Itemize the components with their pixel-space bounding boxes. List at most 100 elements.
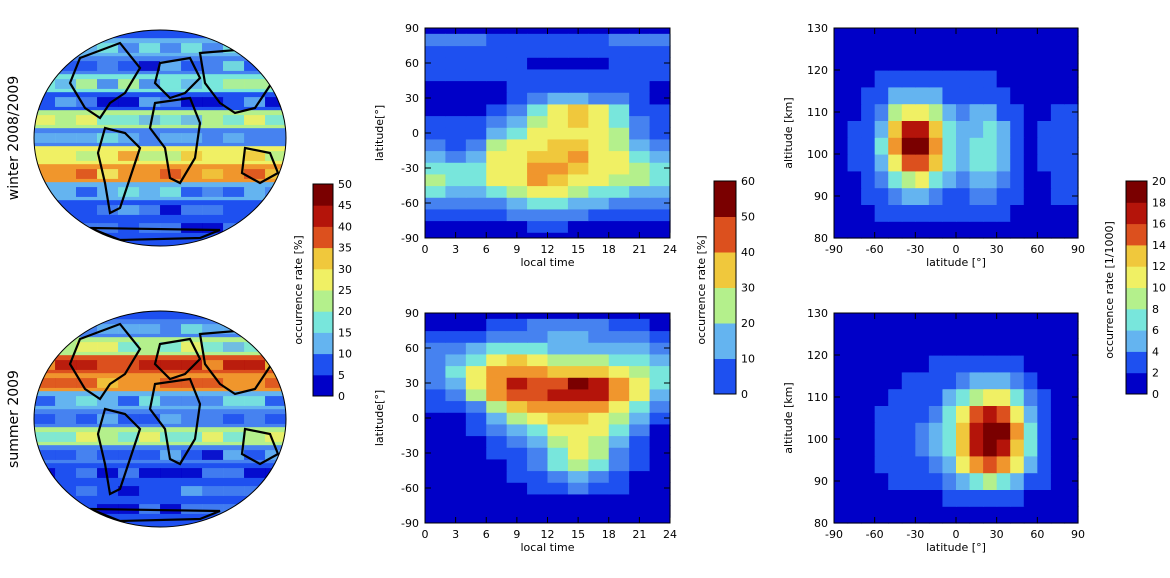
heatmap-cell — [465, 330, 487, 343]
heatmap-cell — [486, 185, 508, 198]
x-tick-label: 24 — [663, 243, 677, 256]
heatmap-cell — [969, 338, 984, 356]
coastline — [150, 98, 200, 183]
heatmap-cell — [527, 365, 549, 378]
heatmap-cell — [567, 185, 589, 198]
heatmap-cell — [888, 472, 903, 490]
texture-patch — [76, 79, 98, 89]
heatmap-cell — [425, 127, 447, 140]
heatmap-cell — [486, 127, 508, 140]
y-tick-label: 130 — [807, 22, 828, 35]
texture-patch — [34, 133, 56, 143]
heatmap-cell — [629, 57, 651, 70]
x-axis-label: local time — [521, 256, 575, 269]
heatmap-cell — [649, 103, 671, 117]
heatmap-cell — [847, 405, 862, 423]
heatmap-cell — [629, 435, 651, 448]
texture-patch — [265, 223, 286, 233]
colorbar-tick-label: 0 — [741, 388, 748, 401]
heatmap-cell — [996, 70, 1011, 88]
heatmap-cell — [983, 405, 998, 423]
heatmap-cell — [1010, 154, 1025, 172]
heatmap-cell — [915, 439, 930, 457]
heatmap-cell — [969, 489, 984, 507]
heatmap-cell — [445, 103, 467, 117]
heatmap-cell — [506, 185, 528, 198]
texture-patch — [139, 79, 161, 89]
heatmap-cell — [1010, 313, 1025, 322]
texture-patch — [181, 324, 203, 334]
texture-patch — [160, 360, 182, 370]
heatmap-cell — [608, 150, 630, 163]
texture-patch — [118, 61, 140, 71]
heatmap-cell — [506, 470, 528, 483]
heatmap-cell — [956, 103, 971, 121]
heatmap-cell — [629, 318, 651, 332]
heatmap-cell — [834, 70, 849, 88]
heatmap-cell — [942, 405, 957, 423]
heatmap-cell — [1064, 439, 1079, 457]
heatmap-cell — [996, 221, 1011, 239]
heatmap-cell — [445, 173, 467, 187]
heatmap-cell — [901, 170, 916, 189]
heatmap-cell — [629, 388, 651, 402]
heatmap-cell — [486, 318, 508, 332]
heatmap-cell — [608, 68, 630, 82]
heatmap-cell — [486, 68, 508, 82]
texture-patch — [244, 504, 266, 514]
texture-patch — [265, 205, 286, 215]
texture-patch — [181, 133, 203, 143]
heatmap-cell — [1050, 313, 1066, 322]
heatmap-cell — [588, 470, 610, 483]
heatmap-cell — [465, 138, 487, 152]
heatmap-cell — [915, 455, 930, 474]
heatmap-cell — [527, 330, 549, 343]
heatmap-cell — [506, 412, 528, 425]
texture-patch — [34, 79, 56, 89]
heatmap-cell — [547, 400, 569, 413]
heatmap-cell — [861, 120, 876, 138]
texture-patch — [244, 342, 266, 352]
heatmap-cell — [1050, 137, 1066, 155]
heatmap-cell — [1010, 137, 1025, 155]
texture-patch — [118, 79, 140, 89]
heatmap-cell — [425, 435, 447, 448]
heatmap-cell — [996, 455, 1011, 474]
texture-patch — [244, 187, 266, 197]
heatmap-cell — [983, 455, 998, 474]
heatmap-cell — [983, 28, 998, 37]
heatmap-cell — [445, 412, 467, 425]
heatmap-cell — [1064, 455, 1079, 474]
heatmap-cell — [1010, 28, 1025, 37]
heatmap-cell — [567, 318, 589, 332]
heatmap-cell — [861, 472, 876, 490]
heatmap-cell — [874, 86, 889, 105]
heatmap-cell — [1064, 355, 1079, 373]
heatmap-cell — [445, 45, 467, 58]
texture-patch — [139, 151, 161, 161]
heatmap-cell — [425, 45, 447, 58]
x-tick-label: 30 — [990, 528, 1004, 541]
texture-patch — [202, 324, 224, 334]
texture-patch — [76, 342, 98, 352]
colorbar-tick-label: 50 — [338, 178, 352, 191]
heatmap-cell — [983, 154, 998, 172]
heatmap-cell — [1037, 86, 1052, 105]
texture-patch — [76, 151, 98, 161]
heatmap-cell — [1010, 388, 1025, 406]
texture-patch — [118, 187, 140, 197]
heatmap-cell — [874, 170, 889, 189]
x-tick-label: 30 — [990, 243, 1004, 256]
texture-patch — [202, 360, 224, 370]
texture-patch — [34, 414, 56, 424]
heatmap-cell — [629, 115, 651, 128]
heatmap-cell — [983, 489, 998, 507]
colorbar-tick-label: 0 — [1152, 388, 1159, 401]
heatmap-cell — [901, 137, 916, 155]
heatmap-cell — [486, 470, 508, 483]
texture-patch — [139, 342, 161, 352]
x-tick-label: 9 — [513, 528, 520, 541]
heatmap-cell — [486, 103, 508, 117]
heatmap-cell — [861, 28, 876, 37]
texture-patch — [223, 79, 245, 89]
